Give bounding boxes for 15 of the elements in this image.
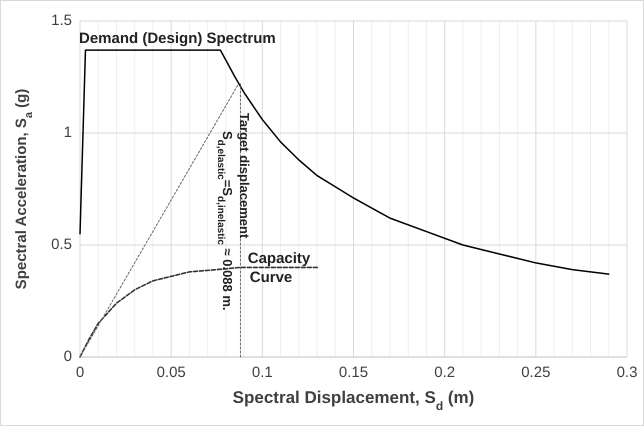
- x-tick-label: 0.15: [338, 364, 368, 381]
- annotation: Demand (Design) Spectrum: [79, 30, 276, 47]
- annotation: Capacity Curve: [248, 250, 311, 286]
- x-tick-label: 0.25: [521, 364, 550, 381]
- x-axis-title: Spectral Displacement, S$_{d}$ (m): [232, 388, 474, 413]
- y-tick-label: 0: [64, 348, 72, 365]
- x-tick-label: 0.2: [434, 364, 456, 381]
- y-tick-label: 0.5: [51, 236, 72, 253]
- x-tick-label: 0.05: [156, 364, 186, 381]
- y-tick-label: 1: [64, 124, 72, 141]
- x-tick-label: 0.3: [616, 364, 638, 381]
- y-tick-label: 1.5: [51, 12, 72, 29]
- x-tick-label: 0: [76, 364, 84, 381]
- x-tick-label: 0.1: [252, 364, 273, 381]
- annotation: Target displacement: [236, 112, 252, 239]
